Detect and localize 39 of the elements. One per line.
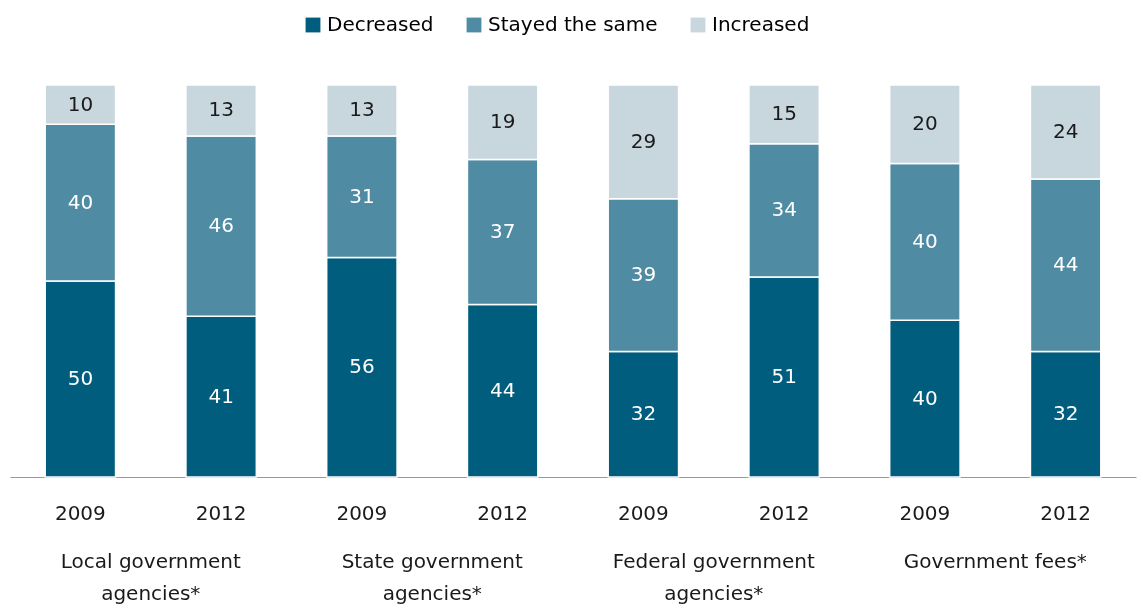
x-tick-label: 2012 <box>195 500 247 525</box>
data-label: 37 <box>489 219 516 243</box>
data-label: 46 <box>208 213 234 238</box>
text: Federal government agencies* <box>612 549 815 605</box>
data-label: 29 <box>630 128 657 153</box>
data-label: 44 <box>1052 252 1079 277</box>
data-label: 13 <box>349 97 375 122</box>
x-tick-label: 2012 <box>1040 500 1092 525</box>
legend-label: Stayed the same <box>488 12 658 36</box>
data-label: 40 <box>912 385 938 410</box>
text: Local government agencies* <box>60 549 241 605</box>
data-label: 24 <box>1052 119 1079 144</box>
x-tick-label: 2009 <box>336 500 388 525</box>
data-label: 34 <box>771 197 797 222</box>
data-label: 19 <box>489 109 516 134</box>
data-label: 51 <box>771 364 797 389</box>
text: Government fees* <box>903 549 1087 573</box>
text: State government agencies* <box>341 549 524 605</box>
data-label: 44 <box>489 377 516 402</box>
legend-label: Increased <box>712 12 810 36</box>
legend-label: Decreased <box>327 12 434 36</box>
data-label: 10 <box>67 91 94 116</box>
data-label: 39 <box>630 262 657 287</box>
data-label: 32 <box>1052 401 1079 426</box>
data-label: 15 <box>771 101 797 126</box>
x-tick-label: 2012 <box>758 500 810 525</box>
data-label: 40 <box>67 189 94 214</box>
data-label: 31 <box>349 183 375 208</box>
data-label: 20 <box>912 111 938 136</box>
x-tick-label: 2012 <box>477 500 529 525</box>
x-tick-label: 2009 <box>617 500 669 525</box>
data-label: 41 <box>208 383 234 408</box>
data-label: 50 <box>67 366 94 390</box>
x-tick-label: 2009 <box>54 500 106 525</box>
x-tick-label: 2009 <box>899 500 951 525</box>
data-label: 40 <box>912 228 938 253</box>
data-label: 13 <box>208 97 234 122</box>
data-label: 32 <box>630 401 657 426</box>
data-label: 56 <box>349 354 375 379</box>
